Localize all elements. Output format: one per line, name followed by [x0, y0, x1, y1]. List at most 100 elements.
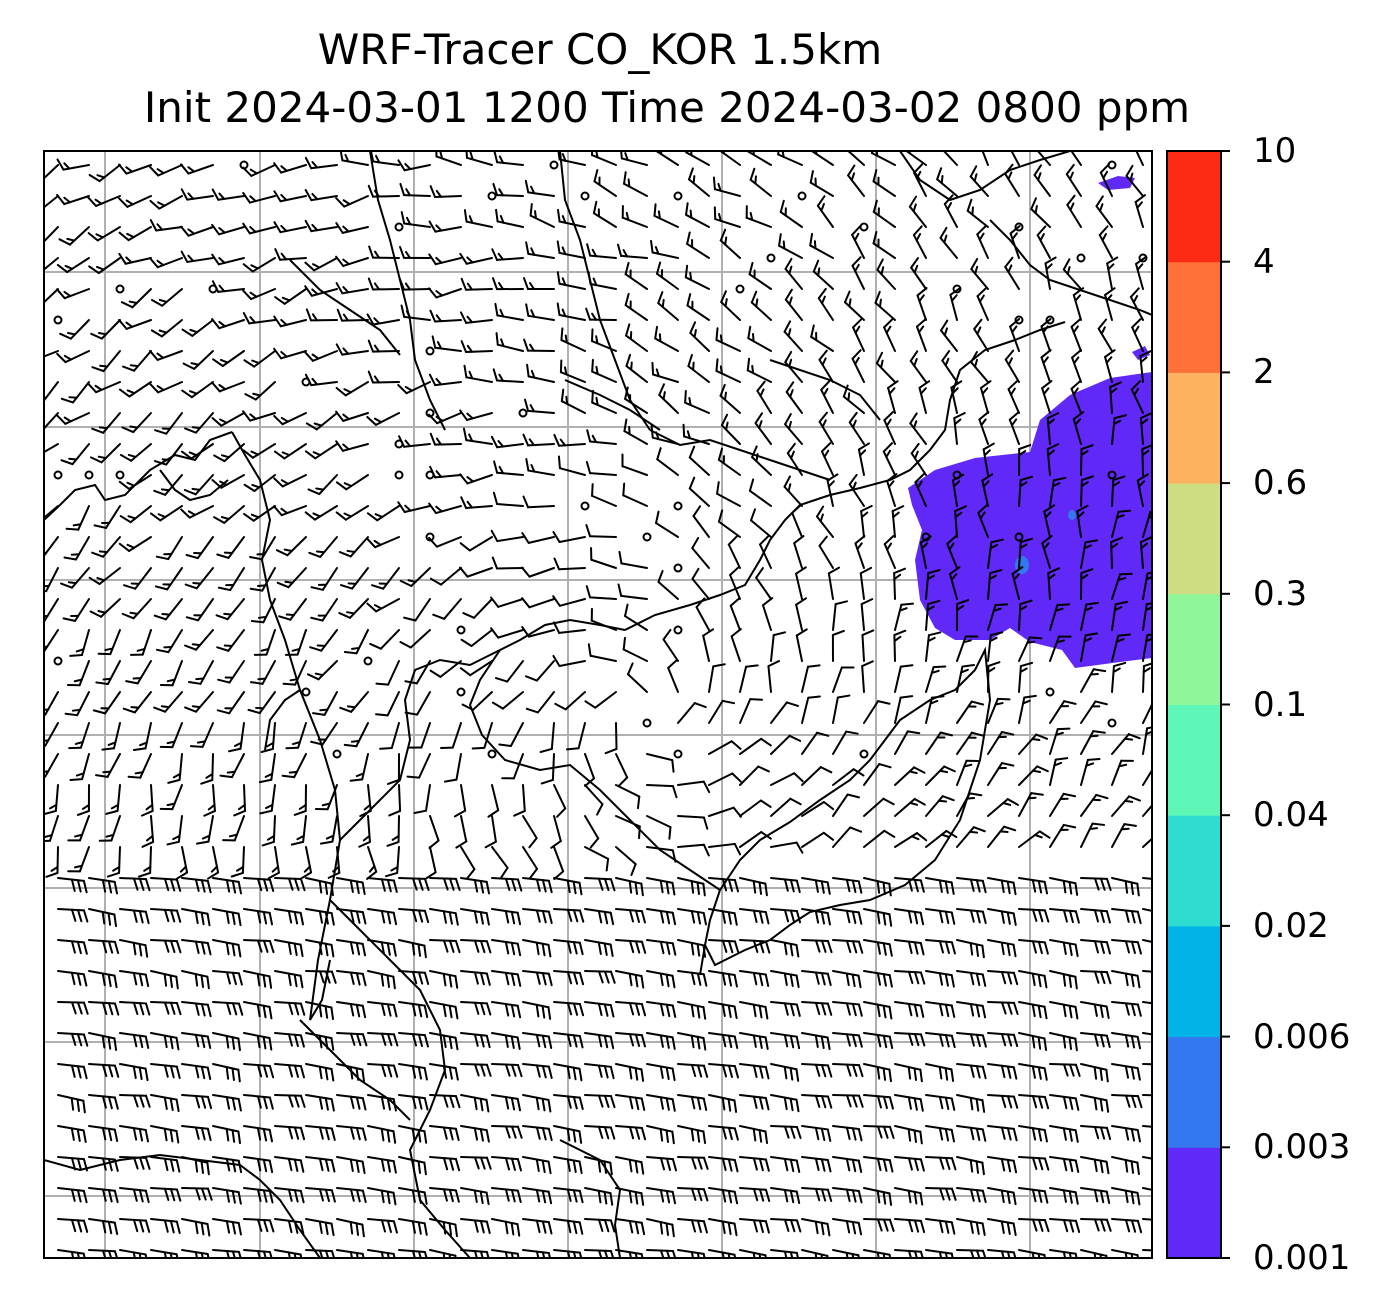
wind-barb	[815, 505, 834, 538]
wind-barb	[539, 722, 555, 753]
wind-barb	[784, 350, 803, 383]
calm-wind-marker	[673, 749, 683, 759]
wind-barb	[715, 327, 741, 352]
wind-barb	[1046, 443, 1060, 476]
wind-barb	[832, 1125, 863, 1142]
wind-barb	[335, 343, 369, 356]
wind-barb	[431, 335, 462, 352]
wind-barb	[242, 191, 276, 204]
wind-barb	[304, 219, 338, 233]
wind-barb	[662, 628, 679, 662]
wind-barb	[211, 280, 245, 293]
wind-barb	[770, 1001, 801, 1017]
wind-barb	[119, 1001, 151, 1016]
wind-barb	[219, 753, 245, 779]
wind-barb	[274, 939, 304, 958]
wind-barb	[770, 631, 787, 662]
wind-barb	[591, 389, 617, 414]
wind-barb	[274, 1094, 306, 1108]
wind-barb	[367, 277, 400, 291]
wind-barb	[1018, 444, 1032, 476]
wind-barb	[832, 1094, 864, 1108]
wind-barb	[180, 163, 214, 175]
wind-barb	[181, 939, 212, 956]
wind-barb	[274, 877, 306, 892]
wind-barb	[872, 199, 896, 228]
wind-barb	[1135, 256, 1147, 290]
wind-barb	[435, 151, 462, 166]
wind-barb	[621, 205, 648, 228]
wind-barb	[1097, 318, 1113, 352]
wind-barb	[261, 815, 276, 847]
wind-barb	[615, 815, 641, 840]
calm-wind-marker	[1045, 315, 1055, 325]
wind-barb	[155, 536, 183, 561]
wind-barb	[404, 691, 431, 716]
wind-barb	[189, 722, 214, 748]
wind-barb	[491, 248, 524, 261]
wind-barb	[1018, 1063, 1048, 1081]
wind-barb	[1049, 700, 1077, 724]
wind-barb	[593, 169, 617, 197]
wind-barb	[522, 908, 553, 925]
wind-barb	[708, 970, 738, 988]
wind-barb	[216, 691, 245, 715]
wind-barb	[522, 433, 555, 447]
wind-barb	[646, 1187, 677, 1205]
wind-barb	[88, 164, 121, 183]
wind-barb	[894, 797, 926, 817]
wind-barb	[428, 220, 462, 233]
wind-barb	[553, 433, 586, 447]
wind-barb	[739, 698, 763, 724]
wind-barb	[521, 625, 555, 638]
coastline-segment	[231, 431, 342, 1021]
wind-barb	[585, 585, 617, 600]
wind-barb	[403, 598, 431, 622]
wind-barb	[159, 722, 183, 749]
wind-barb	[305, 1218, 335, 1237]
wind-barb	[748, 478, 772, 507]
wind-barb	[770, 1156, 801, 1173]
calm-wind-marker	[363, 656, 373, 666]
wind-barb	[863, 908, 893, 927]
wind-barb	[795, 628, 808, 662]
wind-barb	[153, 474, 183, 496]
wind-barb	[212, 1094, 242, 1112]
wind-barb	[1111, 475, 1126, 507]
wind-barb	[817, 287, 834, 321]
wind-barb	[211, 188, 245, 201]
wind-barb	[88, 1125, 119, 1143]
wind-barb	[200, 753, 214, 785]
wind-barb	[273, 221, 307, 234]
wind-barb	[708, 842, 742, 856]
calm-wind-marker	[425, 346, 435, 356]
wind-barb	[655, 261, 679, 290]
wind-barb	[44, 195, 59, 209]
figure-subtitle: Init 2024-03-01 1200 Time 2024-03-02 080…	[143, 83, 1191, 132]
wind-barb	[956, 700, 985, 724]
wind-barb	[925, 1125, 956, 1143]
wind-barb	[810, 151, 834, 166]
wind-barb	[305, 1094, 335, 1112]
wind-barb	[557, 151, 586, 166]
wind-barb	[843, 290, 865, 321]
wind-barb	[708, 908, 738, 926]
wind-barb	[677, 1218, 708, 1234]
wind-barb	[1142, 1125, 1152, 1128]
wind-barb	[118, 252, 152, 265]
wind-barb	[987, 908, 1017, 926]
wind-barb	[625, 353, 648, 383]
wind-barb	[336, 1218, 365, 1238]
calm-wind-marker	[673, 501, 683, 511]
wind-barb	[309, 629, 338, 652]
wind-barb	[95, 660, 121, 686]
wind-barb	[424, 846, 437, 880]
wind-barb	[149, 219, 183, 232]
wind-barb	[132, 722, 152, 751]
calm-wind-marker	[766, 253, 776, 263]
wind-barb	[76, 784, 90, 816]
wind-barb	[87, 226, 121, 242]
colorbar-tick-label: 0.001	[1253, 1238, 1351, 1278]
wind-barb	[305, 1125, 336, 1141]
wind-barb	[863, 1094, 894, 1110]
